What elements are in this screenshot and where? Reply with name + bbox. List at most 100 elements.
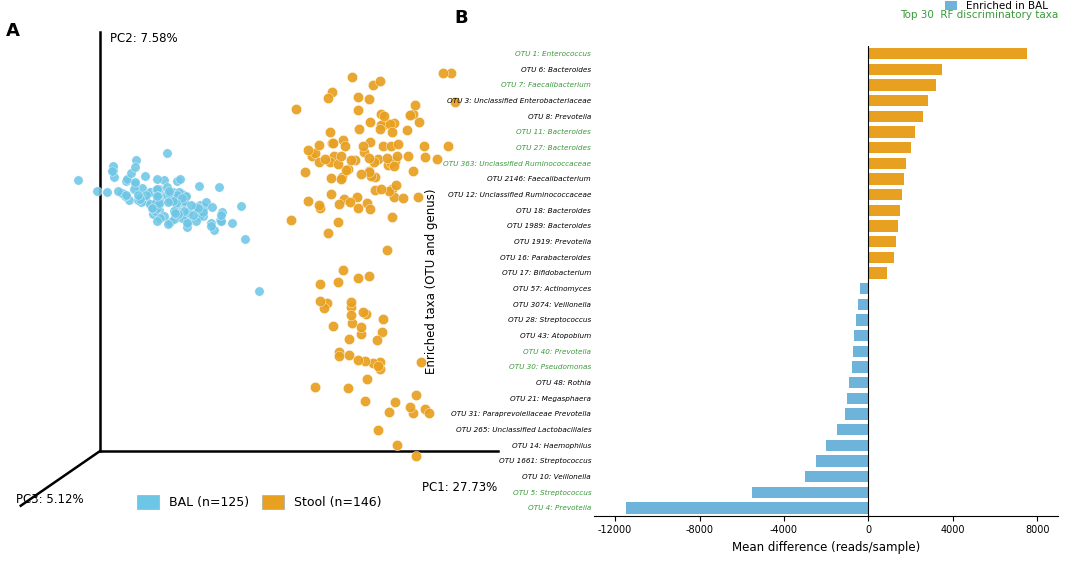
Point [173,190,190,199]
Point [164,187,181,197]
Point [299,196,316,205]
Point [382,142,400,151]
Point [106,172,123,182]
Point [373,120,390,129]
Bar [868,252,894,263]
Text: B: B [455,9,469,27]
Point [150,184,167,193]
Point [329,277,347,286]
Point [372,365,389,374]
Point [173,213,190,222]
Point [330,199,348,209]
Point [367,172,384,182]
Point [342,298,360,307]
Point [191,201,208,210]
Legend: Enriched in stool, Enriched in BAL: Enriched in stool, Enriched in BAL [945,0,1053,11]
Point [147,207,164,216]
Point [366,158,383,167]
Point [325,152,342,161]
Text: PC2: 7.58%: PC2: 7.58% [110,32,178,45]
Point [151,205,168,214]
Point [416,141,433,150]
Point [141,187,159,197]
Point [156,176,173,185]
Point [175,197,192,206]
Point [137,191,154,200]
Point [148,191,165,201]
Bar [850,377,868,388]
Point [137,197,154,206]
Point [389,441,406,450]
Point [407,390,424,399]
Point [360,166,377,175]
Point [394,194,411,203]
Bar [868,205,900,216]
Point [330,347,348,356]
Point [122,168,139,178]
Point [148,174,165,183]
Point [141,199,159,208]
Point [389,151,406,160]
Point [362,204,379,213]
Point [164,196,181,205]
Bar [848,393,868,404]
Point [351,124,368,134]
Point [335,136,352,145]
Point [118,191,135,200]
Point [173,192,190,201]
Point [334,266,351,275]
Bar [868,95,928,107]
Point [374,327,391,336]
Point [174,194,191,203]
Point [103,167,120,176]
Point [324,138,341,147]
Point [224,218,241,227]
Point [405,409,422,418]
Point [389,140,406,149]
Point [166,196,184,205]
Point [172,175,189,184]
Point [381,120,399,129]
Point [340,335,357,344]
Point [334,173,351,182]
Point [125,184,143,193]
Point [149,186,166,195]
Bar [868,158,906,169]
Point [170,209,187,218]
Bar [868,173,904,185]
Point [356,356,374,366]
Bar [837,424,868,435]
Point [356,396,374,405]
Point [165,207,183,216]
Point [378,245,395,254]
Point [149,191,166,201]
Point [158,183,175,192]
Point [360,168,377,177]
Point [357,309,375,319]
Point [380,186,397,195]
Bar [868,111,923,122]
Point [299,146,316,155]
Point [160,186,177,195]
Point [349,192,366,201]
Point [162,217,179,226]
Point [352,323,369,332]
Point [349,273,366,282]
Point [409,193,427,202]
Point [118,174,135,183]
Point [145,188,162,197]
Point [150,199,167,209]
Point [350,92,367,101]
Point [386,162,403,171]
Point [149,192,166,201]
Point [322,128,339,137]
Point [311,140,328,150]
Point [302,152,320,161]
Point [188,217,205,226]
Point [404,166,421,175]
Point [323,88,340,97]
Point [361,137,378,146]
Point [434,68,451,77]
Point [148,184,165,193]
Point [178,218,195,227]
